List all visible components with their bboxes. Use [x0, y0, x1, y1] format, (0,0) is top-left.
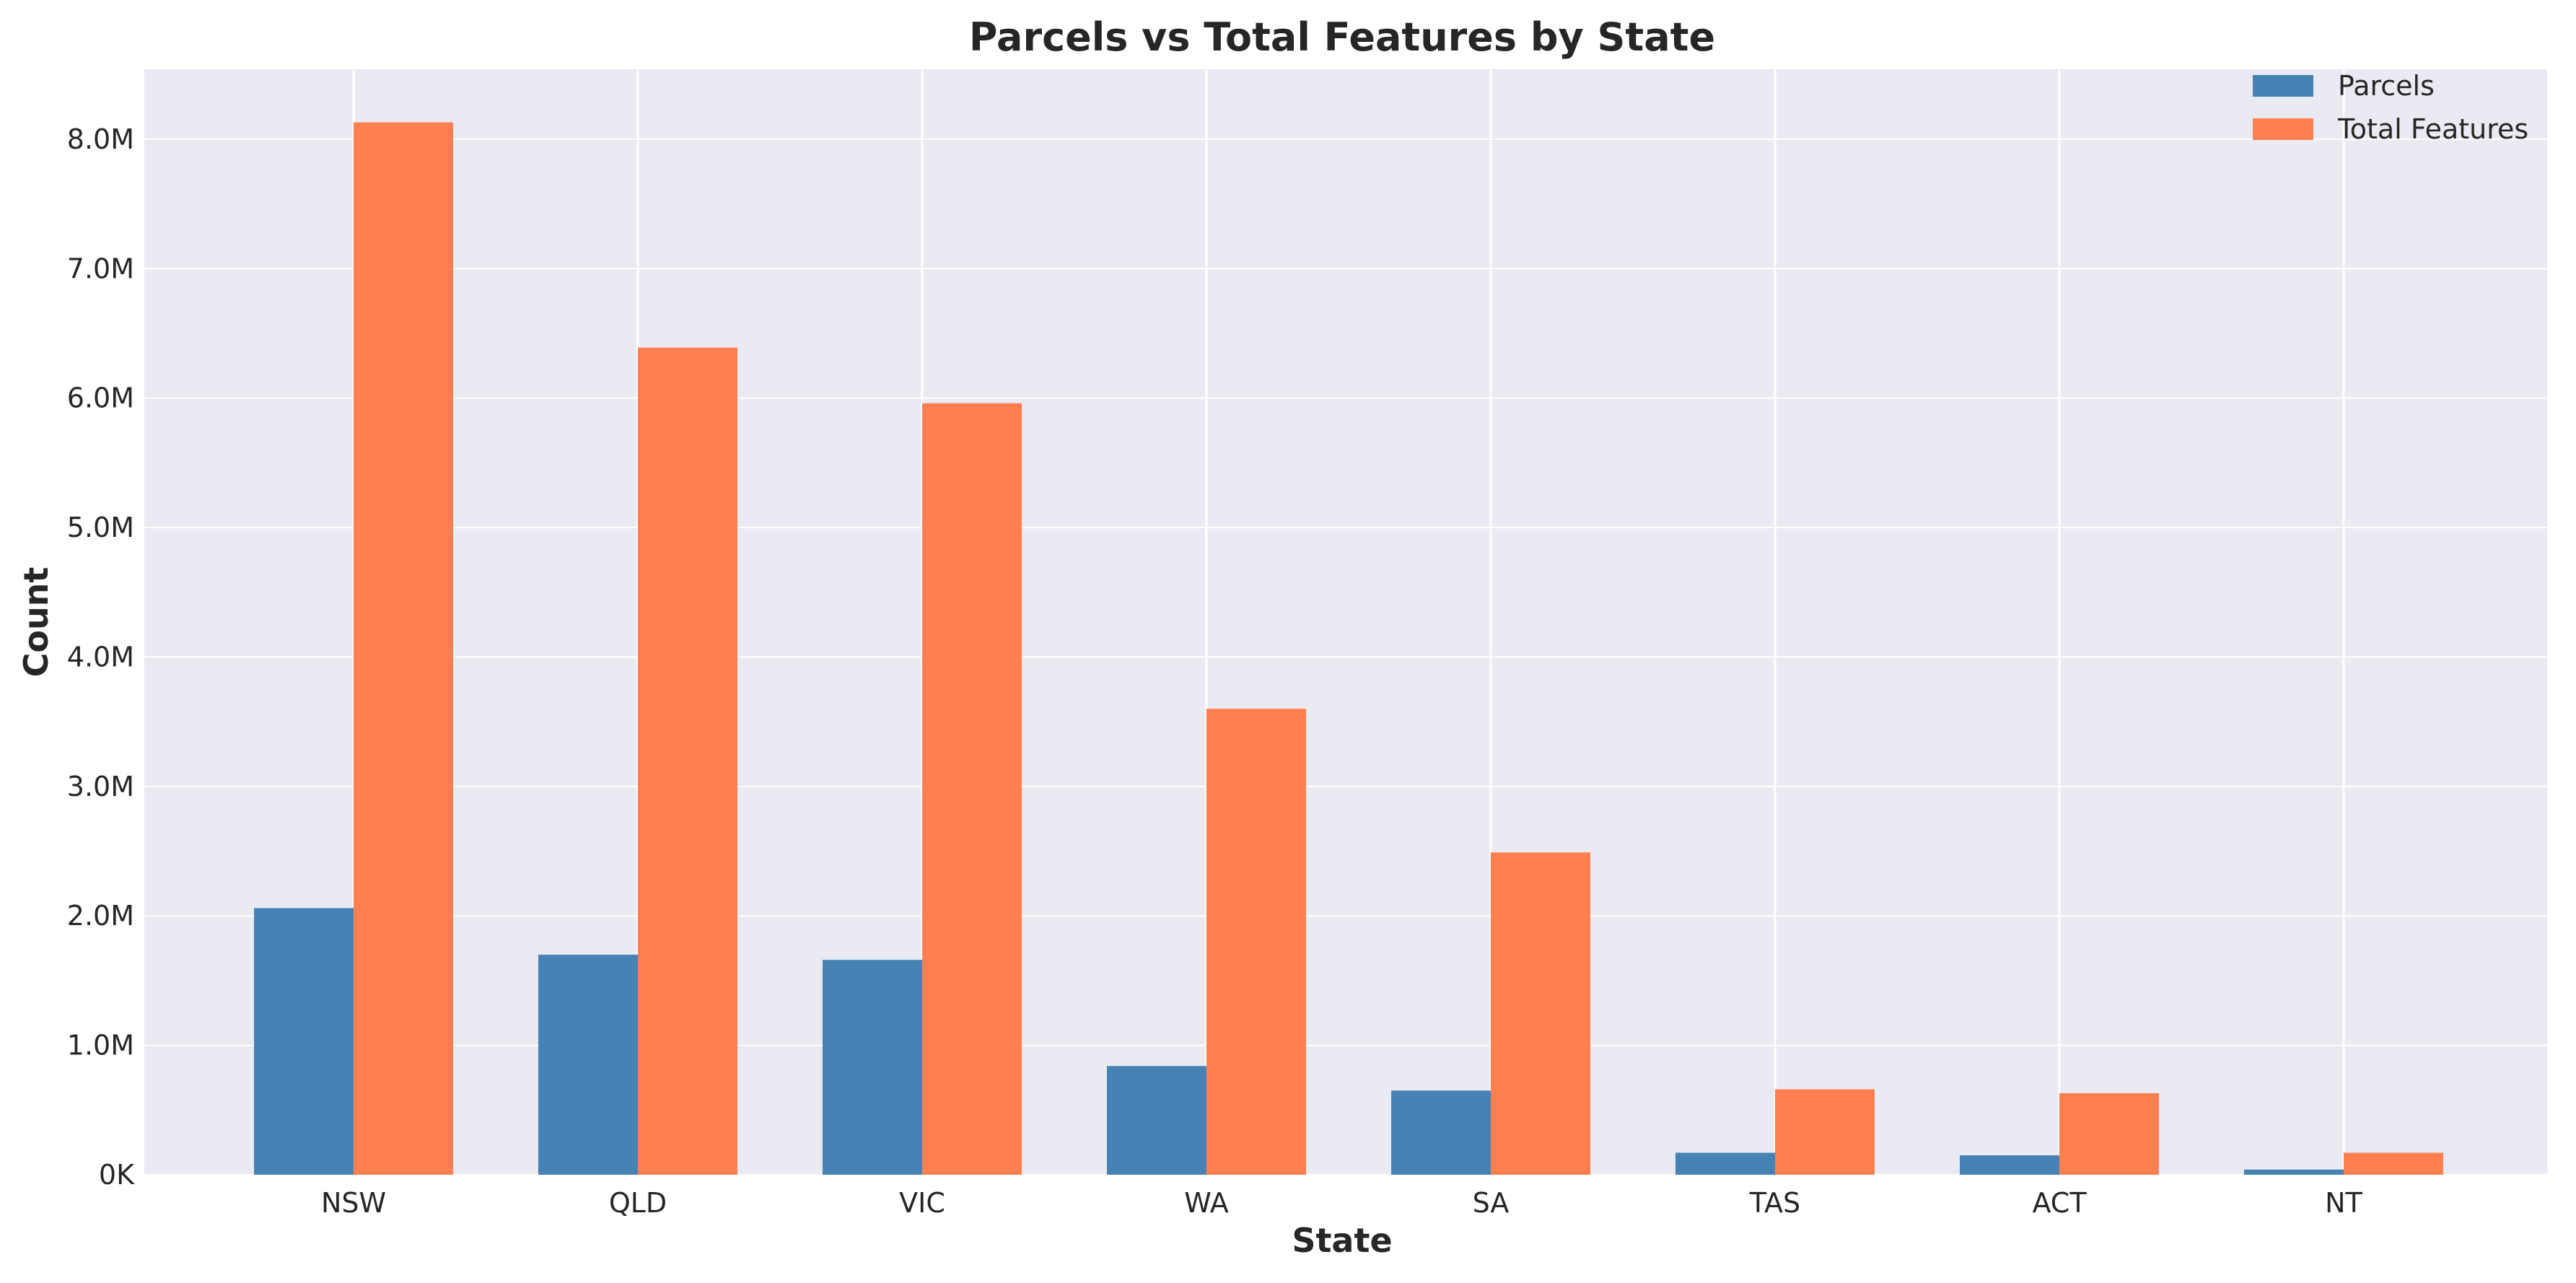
bar-total-features-wa — [1206, 709, 1306, 1175]
legend-label: Total Features — [2337, 113, 2528, 145]
legend-label: Parcels — [2338, 70, 2435, 102]
x-tick-label: VIC — [899, 1187, 945, 1219]
chart-title: Parcels vs Total Features by State — [969, 14, 1715, 60]
bar-total-features-vic — [922, 403, 1022, 1175]
legend-swatch-total-features — [2253, 118, 2313, 140]
plot-area — [144, 69, 2547, 1175]
bars-layer — [254, 122, 2443, 1175]
y-tick-label: 8.0M — [67, 123, 134, 155]
bar-parcels-qld — [538, 955, 638, 1175]
x-axis-label: State — [1292, 1221, 1392, 1260]
legend-swatch-parcels — [2253, 75, 2313, 97]
y-tick-label: 6.0M — [67, 382, 134, 414]
bar-parcels-act — [1960, 1155, 2059, 1175]
bar-total-features-sa — [1491, 852, 1590, 1175]
x-tick-label: NT — [2325, 1187, 2362, 1219]
x-tick-label: SA — [1473, 1187, 1510, 1219]
x-tick-label: TAS — [1749, 1187, 1800, 1219]
x-tick-label: WA — [1184, 1187, 1229, 1219]
bar-total-features-tas — [1775, 1089, 1875, 1175]
bar-parcels-sa — [1391, 1090, 1491, 1175]
bar-parcels-tas — [1675, 1152, 1775, 1175]
x-axis-ticks: NSW QLD VIC WA SA TAS ACT NT — [321, 1187, 2363, 1219]
y-tick-label: 5.0M — [67, 512, 134, 543]
x-tick-label: ACT — [2032, 1187, 2087, 1219]
bar-parcels-wa — [1107, 1066, 1206, 1175]
bar-total-features-nsw — [354, 122, 453, 1175]
legend: Parcels Total Features — [2253, 70, 2528, 145]
bar-total-features-act — [2059, 1092, 2159, 1175]
x-tick-label: NSW — [321, 1187, 386, 1219]
y-axis-label: Count — [17, 567, 56, 678]
bar-total-features-qld — [638, 347, 737, 1175]
y-tick-label: 4.0M — [67, 641, 134, 673]
bar-parcels-nt — [2244, 1169, 2344, 1175]
bar-total-features-nt — [2344, 1152, 2443, 1175]
y-tick-label: 0K — [99, 1159, 135, 1191]
bar-parcels-vic — [823, 960, 922, 1175]
y-tick-label: 2.0M — [67, 900, 134, 932]
y-tick-label: 1.0M — [67, 1030, 134, 1061]
y-tick-label: 7.0M — [67, 253, 134, 284]
bar-parcels-nsw — [254, 908, 354, 1175]
y-tick-label: 3.0M — [67, 771, 134, 802]
y-axis-ticks: 0K 1.0M 2.0M 3.0M 4.0M 5.0M 6.0M 7.0M 8.0M — [67, 123, 135, 1191]
x-tick-label: QLD — [609, 1187, 667, 1219]
